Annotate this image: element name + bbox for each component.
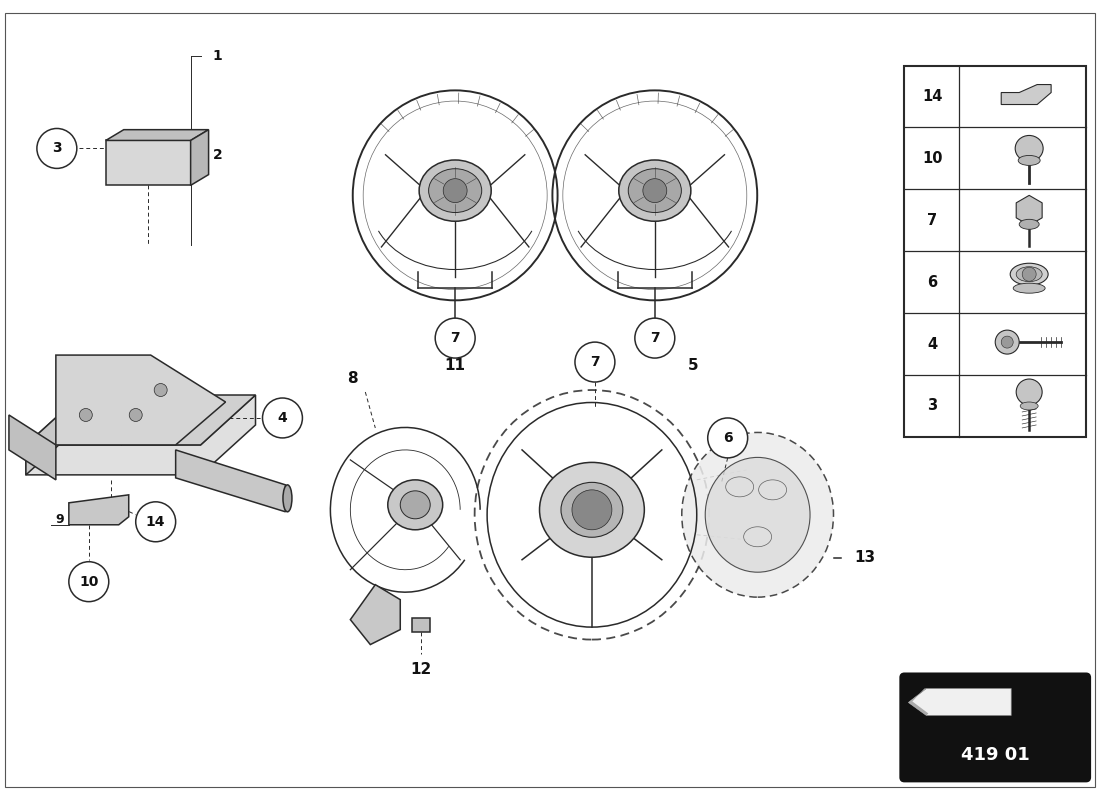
Text: 8: 8 xyxy=(346,370,358,386)
Polygon shape xyxy=(1016,195,1042,226)
Ellipse shape xyxy=(628,169,681,213)
FancyBboxPatch shape xyxy=(901,674,1090,782)
Circle shape xyxy=(572,490,612,530)
Circle shape xyxy=(635,318,674,358)
Text: 11: 11 xyxy=(444,358,465,373)
Circle shape xyxy=(996,330,1020,354)
Polygon shape xyxy=(106,141,190,186)
Ellipse shape xyxy=(1019,155,1041,166)
Ellipse shape xyxy=(283,485,292,512)
Text: 9: 9 xyxy=(55,514,64,526)
Polygon shape xyxy=(909,689,928,715)
Ellipse shape xyxy=(1010,263,1048,285)
Text: 6: 6 xyxy=(723,431,733,445)
Circle shape xyxy=(154,383,167,397)
Ellipse shape xyxy=(419,160,492,222)
Polygon shape xyxy=(106,130,209,141)
Text: 5: 5 xyxy=(688,358,698,373)
Circle shape xyxy=(443,178,468,202)
Text: 3: 3 xyxy=(927,398,937,414)
Text: 4: 4 xyxy=(927,337,937,351)
Text: 14: 14 xyxy=(146,514,165,529)
Ellipse shape xyxy=(388,480,442,530)
Polygon shape xyxy=(26,395,255,445)
Polygon shape xyxy=(350,585,400,645)
Ellipse shape xyxy=(429,169,482,213)
Circle shape xyxy=(707,418,748,458)
Text: 10: 10 xyxy=(922,151,943,166)
Circle shape xyxy=(575,342,615,382)
Text: 4: 4 xyxy=(277,411,287,425)
Circle shape xyxy=(79,409,92,422)
Text: 2: 2 xyxy=(212,149,222,162)
Ellipse shape xyxy=(682,433,834,597)
Polygon shape xyxy=(412,618,430,631)
Ellipse shape xyxy=(561,482,623,538)
Ellipse shape xyxy=(619,160,691,222)
Polygon shape xyxy=(1001,85,1052,105)
Polygon shape xyxy=(190,130,209,186)
Text: 3: 3 xyxy=(52,142,62,155)
Circle shape xyxy=(69,562,109,602)
Ellipse shape xyxy=(400,491,430,518)
Circle shape xyxy=(436,318,475,358)
Text: 6: 6 xyxy=(927,274,937,290)
Ellipse shape xyxy=(1020,219,1040,230)
Text: 13: 13 xyxy=(855,550,876,566)
Text: 7: 7 xyxy=(650,331,660,345)
Ellipse shape xyxy=(1015,135,1043,162)
Ellipse shape xyxy=(705,458,810,572)
Polygon shape xyxy=(26,395,80,475)
Circle shape xyxy=(1016,379,1042,405)
Ellipse shape xyxy=(1013,283,1045,293)
Text: 12: 12 xyxy=(410,662,432,677)
Ellipse shape xyxy=(539,462,645,558)
Text: 14: 14 xyxy=(922,89,943,104)
Ellipse shape xyxy=(1016,266,1042,282)
Circle shape xyxy=(1022,267,1036,282)
Polygon shape xyxy=(9,415,56,480)
Polygon shape xyxy=(69,495,129,525)
Polygon shape xyxy=(176,450,286,512)
Text: 7: 7 xyxy=(590,355,600,369)
Polygon shape xyxy=(56,355,226,445)
Circle shape xyxy=(642,178,667,202)
Circle shape xyxy=(135,502,176,542)
Circle shape xyxy=(1001,336,1013,348)
Ellipse shape xyxy=(1020,402,1038,410)
Text: 7: 7 xyxy=(927,213,937,228)
Text: 419 01: 419 01 xyxy=(961,746,1030,764)
Circle shape xyxy=(129,409,142,422)
Text: 10: 10 xyxy=(79,574,99,589)
Polygon shape xyxy=(26,395,255,475)
Text: 1: 1 xyxy=(212,49,222,62)
Circle shape xyxy=(263,398,302,438)
Circle shape xyxy=(37,129,77,169)
Text: 7: 7 xyxy=(450,331,460,345)
Polygon shape xyxy=(909,689,1011,715)
